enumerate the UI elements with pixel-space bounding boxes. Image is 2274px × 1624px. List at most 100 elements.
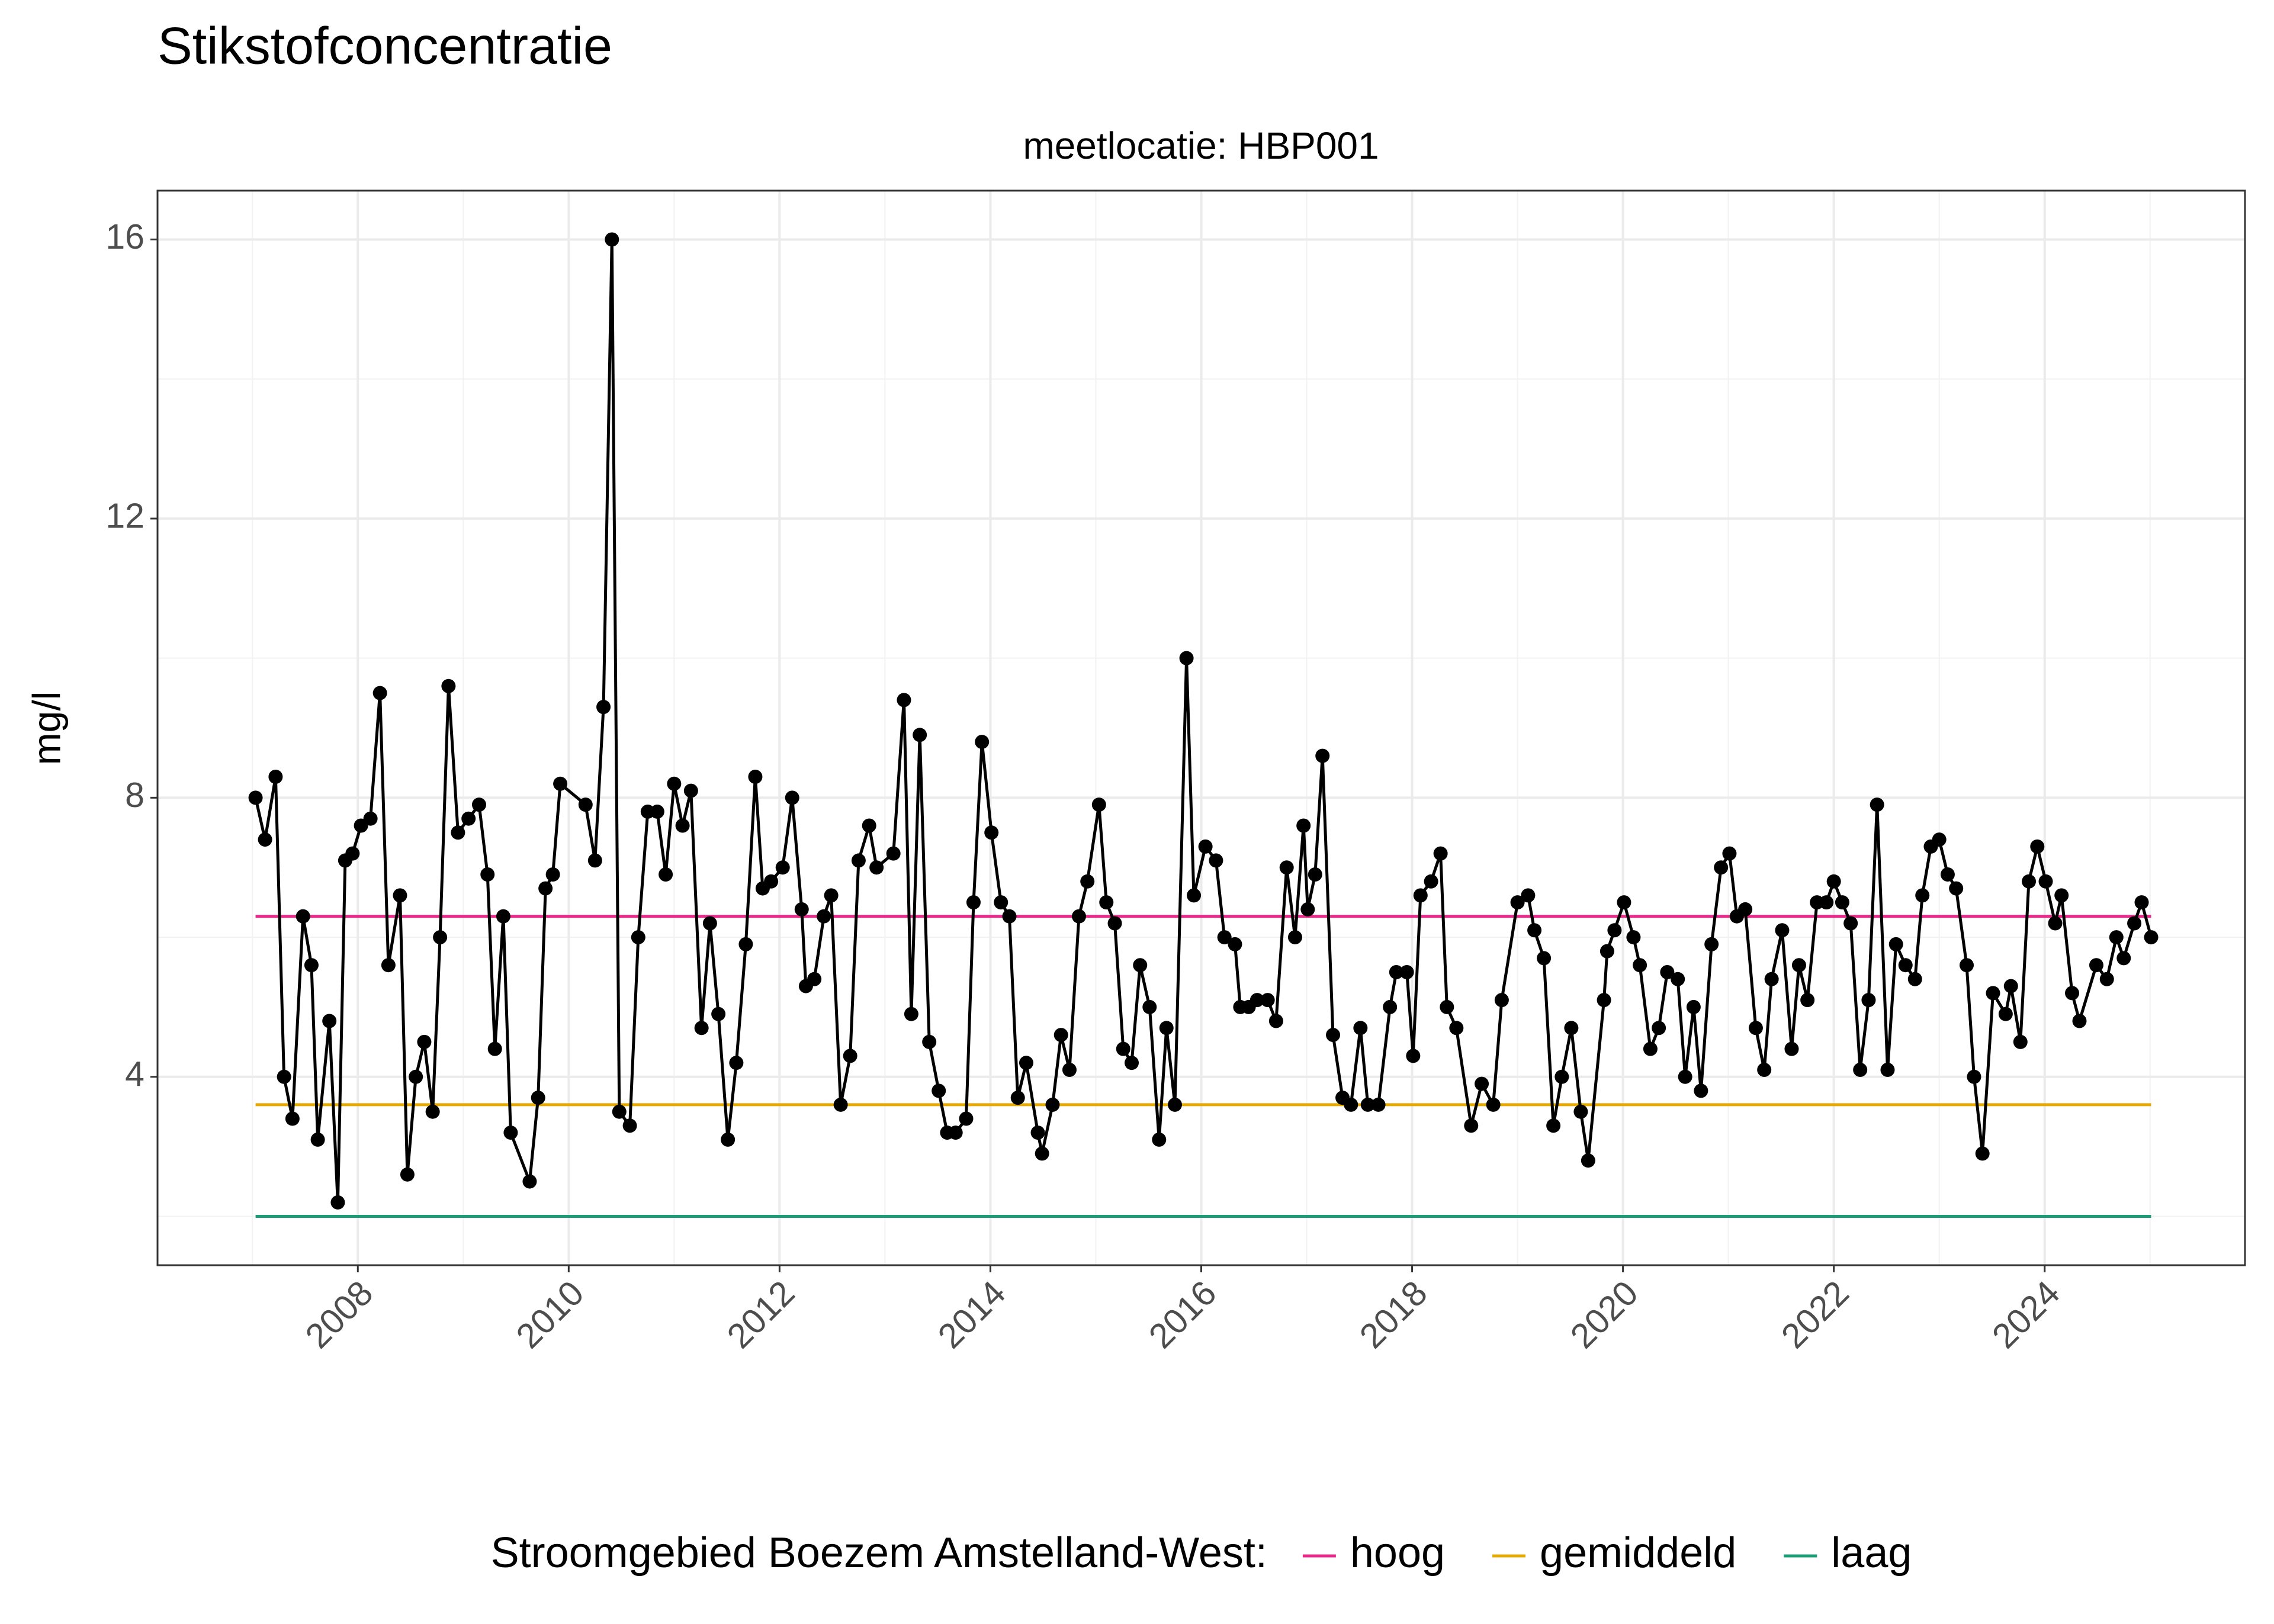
data-point — [2072, 1014, 2087, 1028]
data-point — [1071, 909, 1086, 924]
data-point — [487, 1041, 502, 1056]
data-point — [1564, 1021, 1579, 1035]
data-point — [1268, 1014, 1283, 1028]
data-point — [2030, 839, 2045, 854]
data-point — [1125, 1056, 1139, 1070]
data-point — [817, 909, 831, 924]
data-point — [1167, 1097, 1182, 1112]
data-point — [1300, 902, 1315, 916]
data-point — [400, 1167, 415, 1182]
data-point — [1159, 1021, 1174, 1035]
data-point — [1326, 1028, 1341, 1043]
data-point — [1360, 1097, 1375, 1112]
data-point — [496, 909, 510, 924]
data-point — [433, 930, 448, 945]
data-point — [1738, 902, 1753, 916]
data-point — [1671, 972, 1685, 986]
data-point — [1835, 895, 1849, 910]
data-point — [1722, 846, 1737, 861]
data-point — [1686, 999, 1701, 1014]
data-point — [1383, 999, 1398, 1014]
data-point — [2116, 951, 2131, 966]
y-tick-label: 16 — [105, 217, 144, 256]
data-point — [833, 1097, 848, 1112]
data-point — [1054, 1028, 1068, 1043]
data-point — [1371, 1097, 1386, 1112]
data-point — [322, 1014, 337, 1028]
data-point — [1949, 881, 1964, 896]
data-point — [1537, 951, 1552, 966]
data-point — [1424, 874, 1438, 889]
data-point — [503, 1125, 518, 1140]
data-point — [683, 783, 698, 798]
data-point — [1475, 1076, 1489, 1091]
data-point — [1643, 1041, 1658, 1056]
data-point — [1494, 993, 1509, 1008]
chart-title: Stikstofconcentratie — [158, 16, 612, 75]
data-point — [1107, 916, 1122, 931]
data-point — [1714, 860, 1729, 875]
data-point — [409, 1069, 423, 1084]
data-point — [994, 895, 1008, 910]
data-point — [1704, 937, 1719, 951]
data-point — [1986, 986, 2000, 1001]
data-point — [345, 846, 360, 861]
data-point — [1960, 958, 1974, 973]
data-point — [843, 1049, 857, 1063]
data-point — [1660, 965, 1675, 979]
data-point — [1678, 1069, 1692, 1084]
data-point — [2038, 874, 2053, 889]
legend-label: gemiddeld — [1540, 1529, 1736, 1577]
data-point — [1142, 999, 1157, 1014]
data-point — [1861, 993, 1876, 1008]
data-point — [1486, 1097, 1501, 1112]
data-point — [1308, 867, 1322, 882]
data-point — [675, 818, 690, 833]
data-point — [596, 700, 611, 715]
data-point — [310, 1132, 325, 1147]
data-point — [904, 1006, 918, 1021]
data-point — [1940, 867, 1955, 882]
data-point — [1260, 993, 1275, 1008]
data-point — [2003, 979, 2018, 993]
data-point — [1819, 895, 1834, 910]
data-point — [702, 916, 717, 931]
y-tick-label: 12 — [105, 497, 144, 536]
data-point — [1800, 993, 1815, 1008]
data-point — [721, 1132, 735, 1147]
data-point — [667, 776, 682, 791]
data-point — [296, 909, 310, 924]
legend-title: Stroomgebied Boezem Amstelland-West: — [491, 1529, 1267, 1577]
data-point — [659, 867, 673, 882]
data-point — [824, 888, 839, 903]
data-point — [277, 1069, 291, 1084]
data-point — [2013, 1034, 2028, 1049]
data-point — [1353, 1021, 1368, 1035]
data-point — [711, 1006, 726, 1021]
data-point — [1775, 923, 1790, 938]
data-point — [1510, 895, 1525, 910]
data-point — [1617, 895, 1631, 910]
data-point — [2022, 874, 2037, 889]
data-point — [425, 1104, 440, 1119]
data-point — [1080, 874, 1095, 889]
data-point — [1853, 1063, 1868, 1077]
data-point — [330, 1195, 345, 1210]
data-point — [631, 930, 645, 945]
data-point — [1915, 888, 1930, 903]
panel-border — [156, 189, 2246, 1266]
data-point — [538, 881, 553, 896]
data-point — [1870, 797, 1884, 812]
data-point — [1315, 748, 1330, 763]
data-point — [932, 1083, 946, 1098]
data-point — [1967, 1069, 1981, 1084]
data-point — [869, 860, 884, 875]
data-point — [1179, 651, 1194, 665]
data-point — [1010, 1091, 1025, 1105]
data-point — [1406, 1049, 1421, 1063]
data-point — [605, 232, 619, 247]
data-point — [729, 1056, 744, 1070]
data-point — [471, 797, 486, 812]
data-point — [1784, 1041, 1799, 1056]
y-tick-label: 8 — [125, 776, 144, 815]
